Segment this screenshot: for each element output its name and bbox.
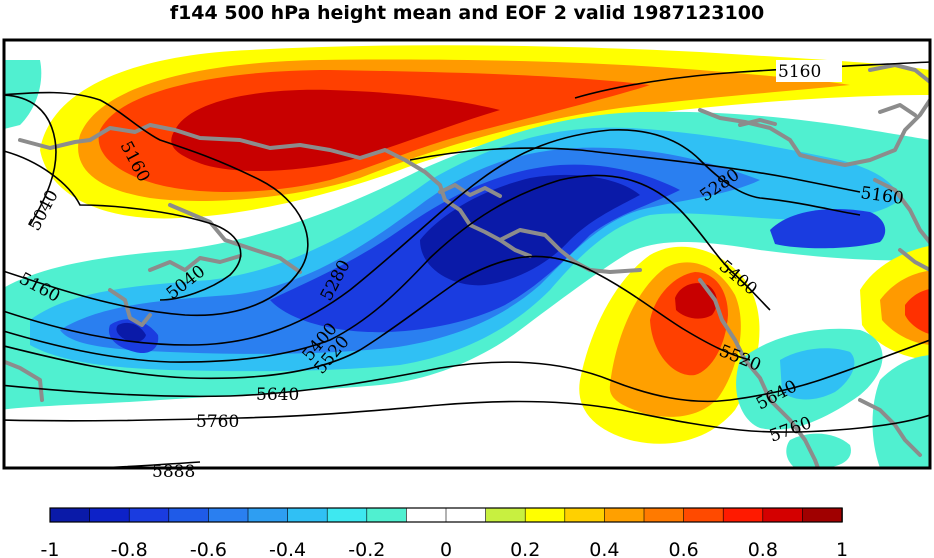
contour-label-5160-ne: 5160 — [778, 62, 821, 82]
contour-5760 — [4, 400, 930, 433]
colorbar-tick-label: -1 — [41, 539, 60, 558]
contour-5160-north — [574, 61, 930, 99]
label-bg — [776, 60, 842, 82]
colorbar-swatch — [722, 507, 764, 523]
colorbar-frame — [49, 507, 843, 523]
positive-anomaly-north-core — [171, 89, 500, 172]
map-frame — [2, 38, 932, 470]
colorbar-swatch — [564, 507, 606, 523]
coastline-island-east — [738, 118, 777, 127]
colorbar-swatch — [604, 507, 645, 523]
height-contours — [4, 61, 930, 468]
negative-anomaly-southeast-bottom — [872, 355, 930, 468]
coastline-west-islands — [148, 254, 242, 272]
contour-5160-west — [4, 91, 309, 317]
contour-5640 — [4, 339, 930, 403]
shaded-anomaly-field — [4, 45, 930, 468]
contour-label-5760-mid: 5760 — [196, 412, 239, 432]
colorbar-tick-label: -0.8 — [111, 539, 148, 558]
colorbar-swatch — [89, 507, 130, 523]
colorbar-swatch — [287, 507, 329, 523]
colorbar-tick-label: 0.8 — [748, 539, 778, 558]
colorbar-swatch — [485, 507, 527, 523]
colorbar-tick-label: 0.4 — [589, 539, 619, 558]
colorbar-swatch — [445, 507, 487, 523]
colorbar-swatch — [406, 507, 447, 523]
positive-anomaly-far-east-red — [905, 288, 930, 335]
colorbar-tick-label: 0.2 — [510, 539, 540, 558]
coastlines — [4, 63, 930, 468]
coastline-west-peninsula — [168, 203, 302, 274]
colorbar-swatch — [762, 507, 804, 523]
coastline-southeast — [858, 398, 922, 457]
contour-5160-east — [409, 147, 861, 193]
coastline-northwest — [88, 123, 532, 258]
positive-anomaly-southeast-core — [675, 283, 717, 319]
coastline-alaska-south — [498, 228, 642, 274]
contour-5400 — [4, 174, 771, 363]
contour-5520 — [4, 255, 751, 380]
coastline-southwest — [4, 359, 44, 402]
contour-label-5640-mid: 5640 — [256, 385, 299, 405]
colorbar-swatch — [326, 507, 368, 523]
colorbar-tick-label: 0.6 — [668, 539, 698, 558]
colorbar-swatch — [524, 507, 566, 523]
colorbar-swatch — [683, 507, 724, 523]
colorbar-tick-label: 0 — [440, 539, 452, 558]
colorbar-swatch — [366, 507, 408, 523]
colorbar-tick-label: -0.4 — [269, 539, 306, 558]
contour-5280 — [4, 128, 861, 346]
colorbar-swatch — [247, 507, 289, 523]
contour-5040 — [4, 150, 242, 301]
map-title: f144 500 hPa height mean and EOF 2 valid… — [169, 2, 765, 24]
colorbar-tick-labels: -1 -0.8 -0.6 -0.4 -0.2 0 0.2 0.4 0.6 0.8 1 — [41, 539, 849, 558]
coastline-kamchatka — [108, 288, 152, 327]
colorbar-swatch — [208, 507, 249, 523]
colorbar-swatch — [168, 507, 210, 523]
coastline-north-bay — [18, 138, 92, 150]
coastline-east-bay — [873, 178, 930, 246]
colorbar-tick-label: 1 — [836, 539, 848, 558]
coastline-alaska-north — [438, 183, 502, 198]
coastline-east-edge — [898, 248, 930, 272]
contour-5040-west — [4, 94, 57, 226]
negative-anomaly-left-edge — [4, 60, 42, 129]
colorbar-swatch — [802, 507, 843, 523]
negative-anomaly-pocket-west-core — [116, 322, 146, 343]
negative-anomaly-bottom-right-blob — [786, 433, 851, 468]
negative-anomaly-pocket-east — [770, 209, 886, 249]
colorbar-swatch — [49, 507, 91, 523]
colorbar-swatch — [128, 507, 170, 523]
coastline-far-northeast — [868, 63, 930, 84]
colorbar-tick-label: -0.6 — [190, 539, 227, 558]
coastline-northeast-islands — [878, 103, 917, 117]
coastline-west-coast — [698, 278, 820, 468]
colorbar-swatch — [643, 507, 685, 523]
colorbar-swatches — [49, 507, 843, 523]
colorbar-tick-label: -0.2 — [348, 539, 385, 558]
